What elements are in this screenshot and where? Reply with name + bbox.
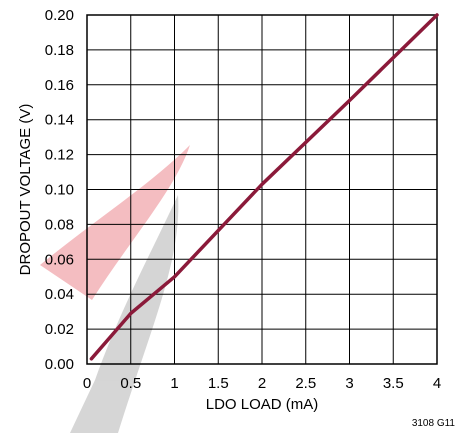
y-tick-label: 0.06 xyxy=(45,251,74,268)
x-tick-label: 2.5 xyxy=(295,375,316,392)
watermark-logo xyxy=(40,145,190,433)
plot-border xyxy=(86,14,438,365)
x-tick-label: 3.5 xyxy=(383,375,404,392)
y-tick-labels: 0.00 0.02 0.04 0.06 0.08 0.10 0.12 0.14 0.16 0.18… xyxy=(45,7,74,373)
y-tick-label: 0.00 xyxy=(45,356,74,373)
y-tick-label: 0.12 xyxy=(45,147,74,164)
y-tick-label: 0.08 xyxy=(45,216,74,233)
x-tick-labels: 0 0.5 1 1.5 2 2.5 3 3.5 4 xyxy=(83,375,441,392)
y-tick-label: 0.02 xyxy=(45,321,74,338)
y-tick-label: 0.16 xyxy=(45,77,74,94)
x-tick-label: 1.5 xyxy=(208,375,229,392)
plot-frame xyxy=(86,14,438,365)
x-tick-label: 1 xyxy=(170,375,178,392)
y-tick-label: 0.04 xyxy=(45,286,74,303)
figure-code: 3108 G11 xyxy=(412,418,456,429)
series-layer xyxy=(89,13,439,361)
x-tick-label: 2 xyxy=(258,375,266,392)
x-tick-label: 0 xyxy=(83,375,91,392)
y-tick-label: 0.20 xyxy=(45,7,74,24)
series-line xyxy=(89,13,439,361)
y-tick-label: 0.18 xyxy=(45,42,74,59)
y-axis-title: DROPOUT VOLTAGE (V) xyxy=(17,104,34,276)
watermark-gray-swoosh xyxy=(70,195,179,433)
x-axis-title: LDO LOAD (mA) xyxy=(206,396,319,413)
x-tick-label: 0.5 xyxy=(120,375,141,392)
watermark-red-swoosh xyxy=(40,145,190,300)
x-tick-label: 3 xyxy=(345,375,353,392)
y-tick-label: 0.10 xyxy=(45,182,74,199)
x-tick-label: 4 xyxy=(433,375,441,392)
y-tick-label: 0.14 xyxy=(45,112,74,129)
